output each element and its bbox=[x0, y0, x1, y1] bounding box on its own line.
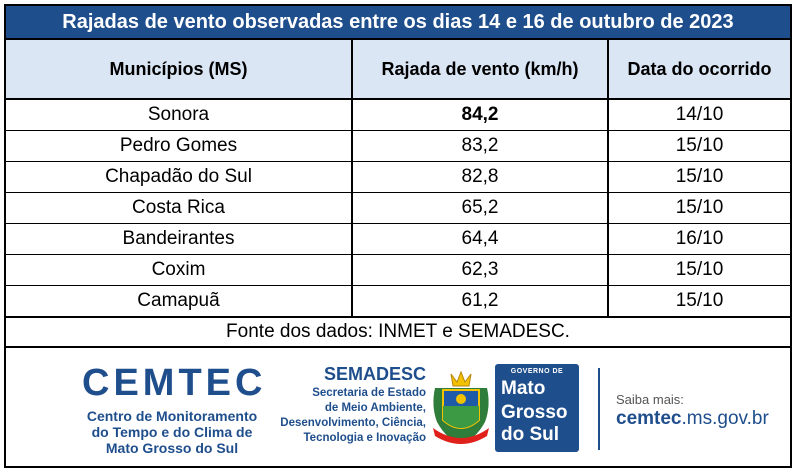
cell-rajada: 62,3 bbox=[352, 254, 609, 286]
website-link[interactable]: cemtec.ms.gov.br bbox=[616, 408, 769, 430]
cemtec-line: do Tempo e do Clima de bbox=[91, 424, 253, 440]
semadesc-line: Secretaria de Estado bbox=[312, 387, 426, 399]
cell-municipio: Coxim bbox=[6, 254, 353, 286]
cell-municipio: Pedro Gomes bbox=[6, 130, 353, 162]
governo-top-text: GOVERNO DE bbox=[510, 368, 564, 375]
cemtec-logo: CEMTEC bbox=[82, 362, 267, 404]
table-row: Chapadão do Sul 82,8 15/10 bbox=[6, 161, 790, 193]
header-row: Municípios (MS) Rajada de vento (km/h) D… bbox=[6, 40, 790, 100]
cell-data: 15/10 bbox=[608, 161, 790, 193]
wind-gust-table: Municípios (MS) Rajada de vento (km/h) D… bbox=[6, 40, 790, 318]
table-row: Costa Rica 65,2 15/10 bbox=[6, 192, 790, 224]
semadesc-line: Desenvolvimento, Ciência, bbox=[280, 417, 426, 429]
cell-municipio: Chapadão do Sul bbox=[6, 161, 353, 193]
saiba-mais-label: Saiba mais: bbox=[616, 392, 684, 407]
table-row: Bandeirantes 64,4 16/10 bbox=[6, 223, 790, 255]
cell-data: 15/10 bbox=[608, 192, 790, 224]
data-source-note: Fonte dos dados: INMET e SEMADESC. bbox=[6, 318, 790, 348]
cell-rajada: 83,2 bbox=[352, 130, 609, 162]
governo-ms-logo: GOVERNO DE Mato Grosso do Sul bbox=[495, 364, 579, 452]
logos-footer: CEMTEC Centro de Monitoramento do Tempo … bbox=[6, 348, 790, 466]
cell-data: 15/10 bbox=[608, 254, 790, 286]
column-header-data: Data do ocorrido bbox=[608, 40, 790, 100]
cell-municipio: Costa Rica bbox=[6, 192, 353, 224]
cell-municipio: Camapuã bbox=[6, 285, 353, 318]
cell-data: 16/10 bbox=[608, 223, 790, 255]
table-title: Rajadas de vento observadas entre os dia… bbox=[6, 6, 790, 40]
column-header-rajada: Rajada de vento (km/h) bbox=[352, 40, 609, 100]
footer-divider bbox=[598, 368, 600, 450]
table-row: Sonora 84,2 14/10 bbox=[6, 99, 790, 131]
cell-data: 14/10 bbox=[608, 99, 790, 131]
governo-line: Grosso bbox=[501, 402, 568, 423]
table-row: Coxim 62,3 15/10 bbox=[6, 254, 790, 286]
website-rest: .ms.gov.br bbox=[681, 408, 769, 429]
state-crest-icon bbox=[433, 370, 489, 444]
cell-rajada: 82,8 bbox=[352, 161, 609, 193]
cell-data: 15/10 bbox=[608, 130, 790, 162]
cell-data: 15/10 bbox=[608, 285, 790, 318]
table-row: Camapuã 61,2 15/10 bbox=[6, 285, 790, 318]
cemtec-line: Centro de Monitoramento bbox=[86, 408, 258, 424]
semadesc-line: Tecnologia e Inovação bbox=[303, 432, 427, 444]
website-bold: cemtec bbox=[616, 408, 682, 429]
column-header-municipios: Municípios (MS) bbox=[6, 40, 353, 100]
cell-rajada: 61,2 bbox=[352, 285, 609, 318]
semadesc-subtitle: Secretaria de Estado de Meio Ambiente, D… bbox=[278, 386, 426, 446]
table-frame: Rajadas de vento observadas entre os dia… bbox=[4, 4, 792, 468]
table-row: Pedro Gomes 83,2 15/10 bbox=[6, 130, 790, 162]
cell-rajada-max: 84,2 bbox=[352, 99, 609, 131]
governo-line: Mato bbox=[501, 378, 546, 399]
cell-rajada: 65,2 bbox=[352, 192, 609, 224]
governo-line: do Sul bbox=[501, 424, 560, 445]
semadesc-logo: SEMADESC bbox=[323, 364, 426, 384]
cell-rajada: 64,4 bbox=[352, 223, 609, 255]
cemtec-subtitle: Centro de Monitoramento do Tempo e do Cl… bbox=[82, 408, 262, 456]
cemtec-line: Mato Grosso do Sul bbox=[105, 440, 239, 456]
cell-municipio: Bandeirantes bbox=[6, 223, 353, 255]
cell-municipio: Sonora bbox=[6, 99, 353, 131]
semadesc-line: de Meio Ambiente, bbox=[324, 402, 426, 414]
